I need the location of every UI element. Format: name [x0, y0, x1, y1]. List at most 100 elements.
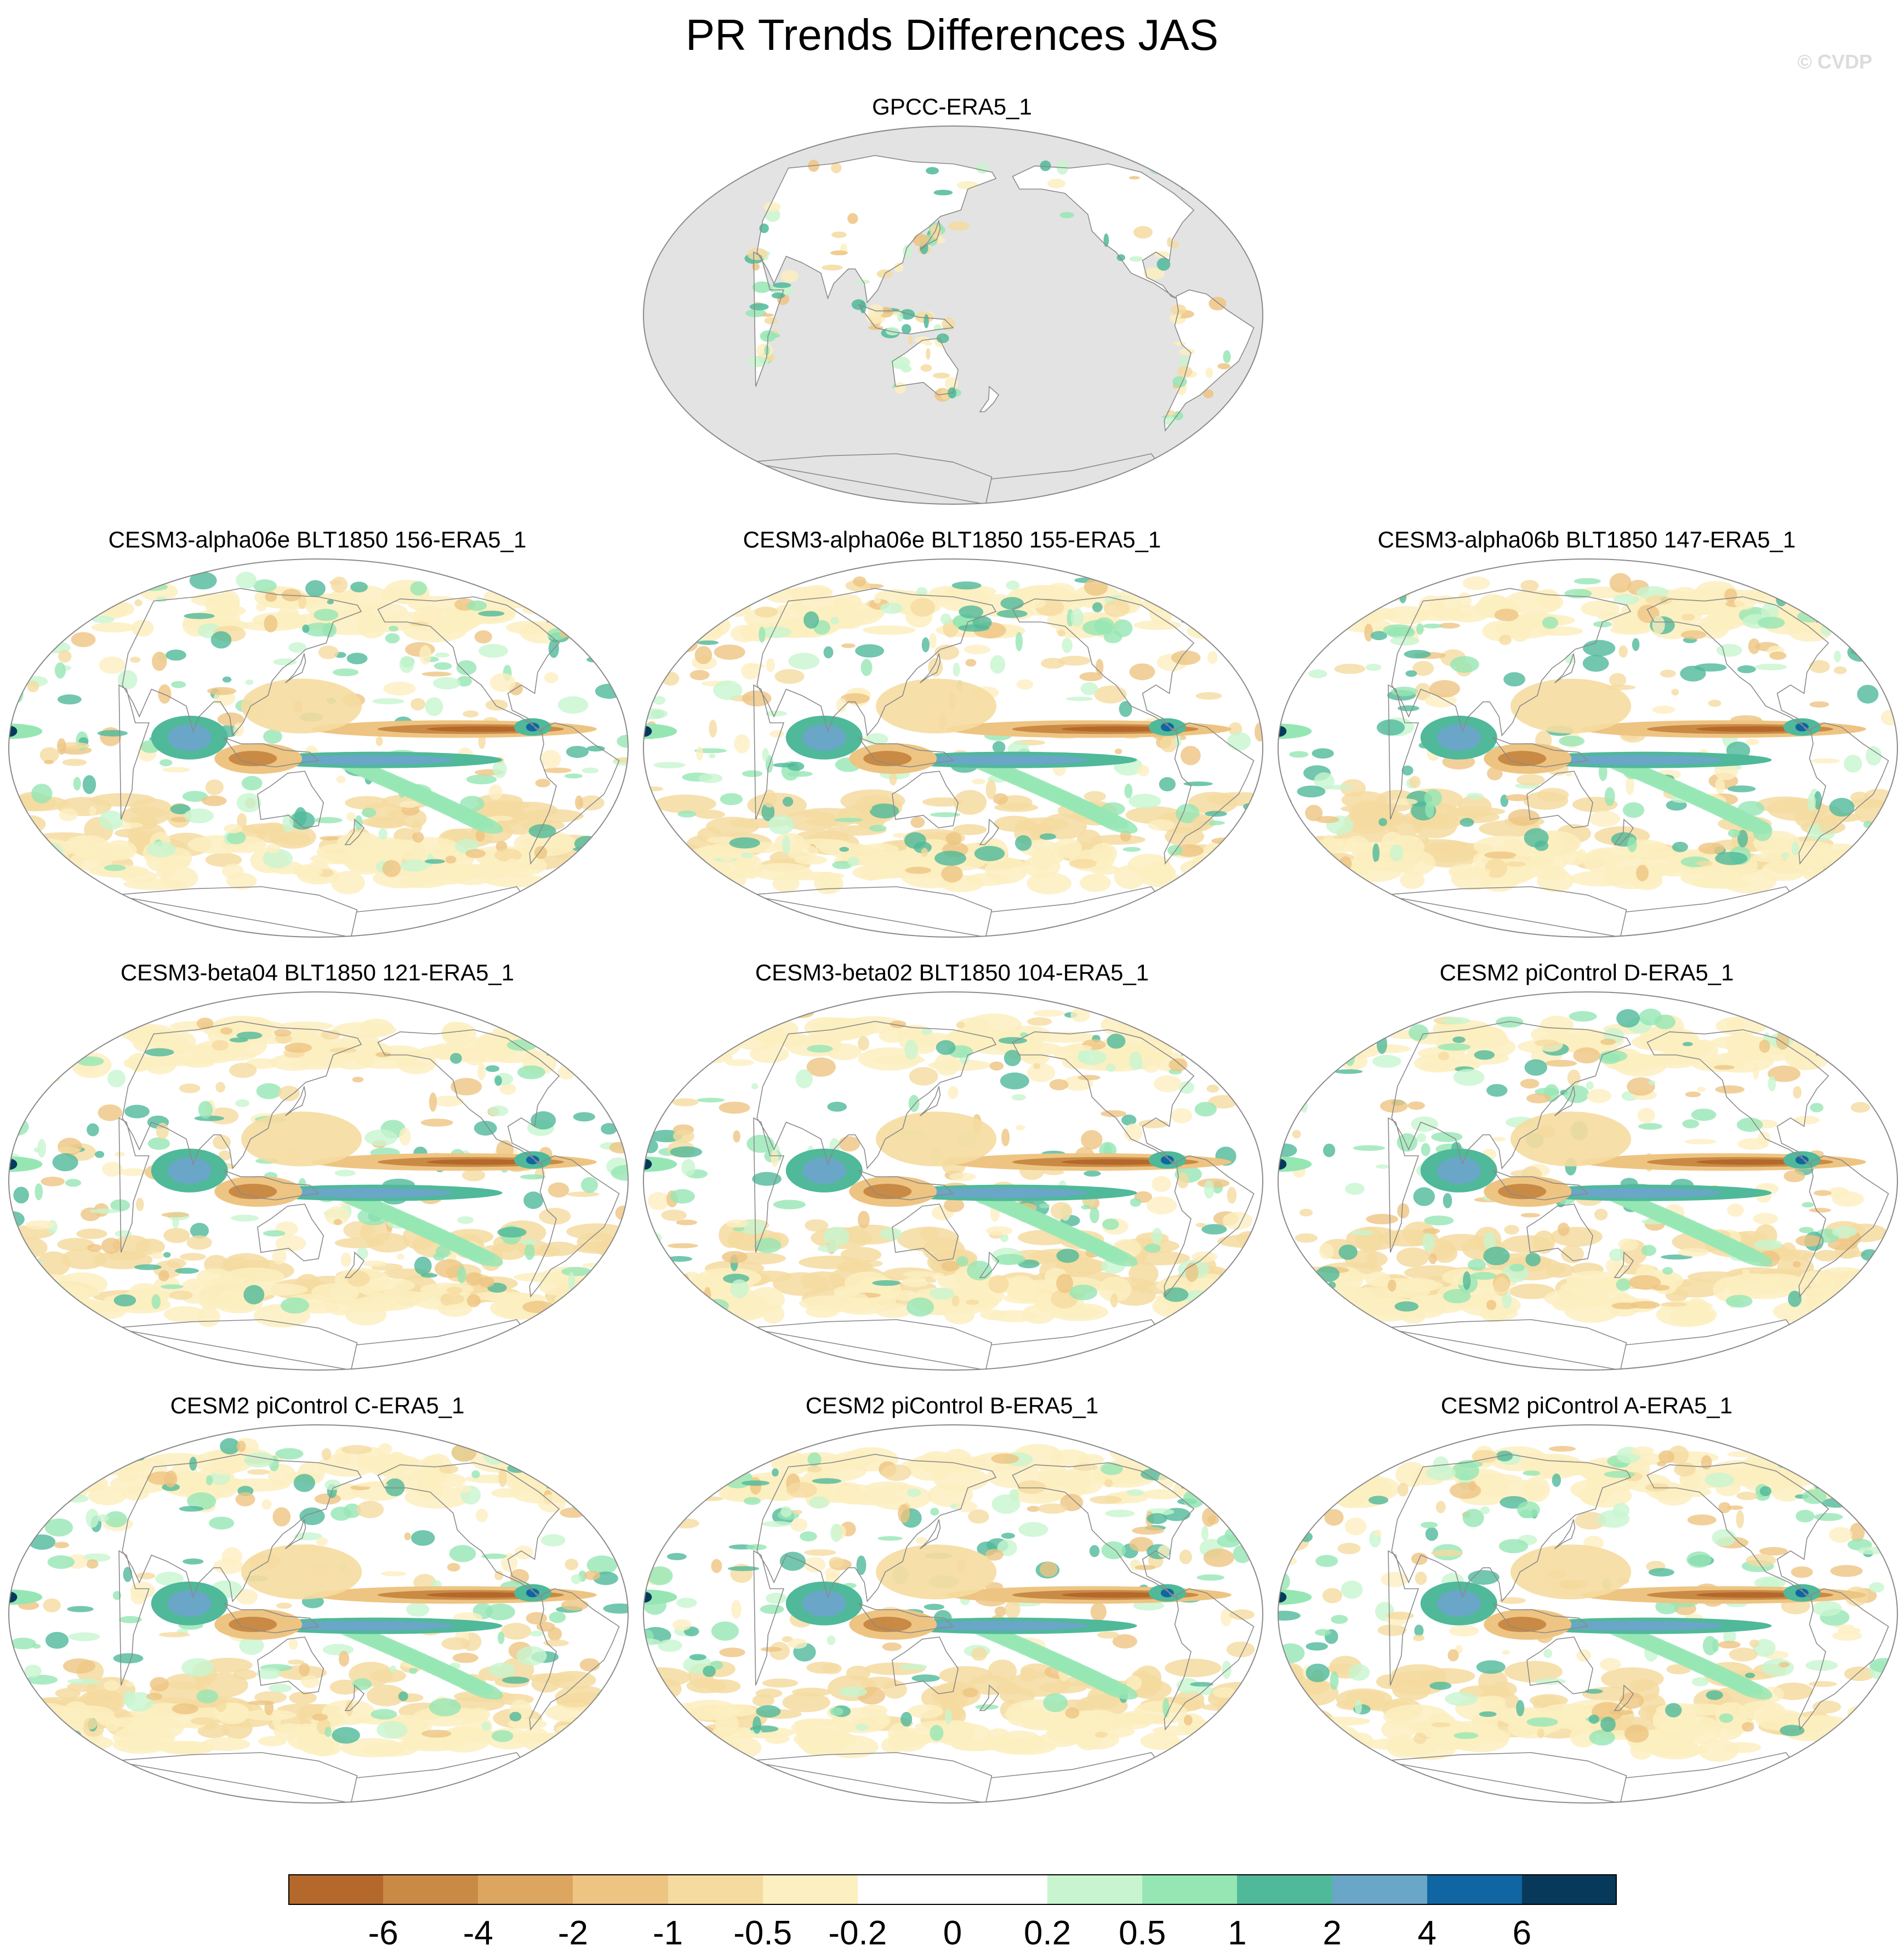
- anomaly-patch: [549, 1452, 558, 1461]
- anomaly-patch: [882, 1464, 911, 1481]
- anomaly-patch: [273, 658, 297, 666]
- anomaly-patch: [378, 1443, 392, 1455]
- anomaly-patch: [740, 852, 753, 858]
- anomaly-patch: [1096, 813, 1138, 834]
- anomaly-patch: [913, 233, 928, 247]
- anomaly-patch: [714, 644, 745, 660]
- anomaly-patch: [1680, 630, 1707, 640]
- coastline: [1388, 1117, 1420, 1253]
- anomaly-patch: [1194, 1102, 1217, 1117]
- anomaly-patch: [1080, 682, 1098, 695]
- anomaly-patch: [804, 1549, 836, 1556]
- anomaly-patch: [1295, 1233, 1318, 1243]
- coastline: [1798, 1155, 1889, 1298]
- anomaly-patch: [989, 1061, 1004, 1071]
- anomaly-patch: [231, 1214, 259, 1222]
- anomaly-patch: [1049, 1079, 1069, 1091]
- anomaly-patch: [1822, 1498, 1851, 1508]
- panel-title: CESM3-beta02 BLT1850 104-ERA5_1: [755, 960, 1149, 985]
- anomaly-patch: [1429, 1253, 1437, 1264]
- anomaly-patch: [1184, 1464, 1214, 1476]
- anomaly-patch: [485, 1604, 515, 1621]
- anomaly-patch: [753, 1716, 761, 1734]
- anomaly-patch: [1785, 585, 1830, 603]
- anomaly-patch: [461, 1246, 503, 1267]
- anomaly-patch: [1342, 609, 1384, 621]
- anomaly-patch: [699, 1496, 723, 1502]
- anomaly-patch: [1412, 660, 1434, 676]
- anomaly-patch: [1857, 684, 1879, 704]
- anomaly-patch: [13, 1237, 48, 1258]
- anomaly-patch: [1171, 650, 1201, 665]
- anomaly-patch: [409, 1667, 418, 1674]
- anomaly-patch: [313, 817, 343, 824]
- anomaly-patch: [37, 1139, 47, 1158]
- anomaly-patch: [942, 317, 955, 331]
- anomaly-patch: [1313, 1294, 1372, 1321]
- anomaly-patch: [224, 824, 243, 834]
- anomaly-patch: [697, 1098, 725, 1103]
- anomaly-patch: [440, 1293, 453, 1306]
- anomaly-patch: [130, 798, 172, 818]
- anomaly-patch: [989, 1310, 1037, 1322]
- anomaly-patch: [1405, 670, 1417, 677]
- anomaly-patch: [1705, 1473, 1735, 1487]
- anomaly-patch: [665, 1729, 706, 1740]
- anomaly-patch: [1322, 1492, 1368, 1505]
- anomaly-patch: [1719, 1713, 1734, 1723]
- equatorial-wet-band: [1547, 1188, 1723, 1198]
- coastline: [1492, 737, 1589, 768]
- anomaly-patch: [1129, 1537, 1154, 1552]
- anomaly-patch: [1462, 576, 1490, 590]
- anomaly-patch: [471, 1470, 480, 1479]
- anomaly-patch: [1502, 1650, 1510, 1655]
- anomaly-patch: [774, 669, 805, 684]
- anomaly-patch: [314, 1493, 341, 1505]
- anomaly-patch: [1196, 182, 1205, 187]
- anomaly-patch: [839, 847, 849, 852]
- anomaly-patch: [439, 1464, 459, 1474]
- anomaly-patch: [1208, 1095, 1238, 1109]
- anomaly-patch: [1203, 389, 1214, 398]
- anomaly-patch: [1715, 852, 1748, 865]
- itcz-dry-core: [426, 1592, 537, 1598]
- anomaly-patch: [822, 264, 843, 271]
- anomaly-patch: [1289, 751, 1309, 758]
- anomaly-patch: [385, 633, 400, 644]
- anomaly-patch: [1863, 789, 1893, 804]
- anomaly-patch: [62, 758, 87, 766]
- anomaly-patch: [894, 382, 906, 394]
- anomaly-patch: [1353, 592, 1390, 604]
- anomaly-patch: [705, 1035, 741, 1057]
- coastline: [979, 818, 1000, 846]
- coastline: [1646, 1462, 1829, 1598]
- map-frame: [8, 558, 629, 938]
- anomaly-patch: [765, 208, 780, 222]
- anomaly-patch: [287, 1659, 304, 1665]
- anomaly-patch: [359, 615, 396, 627]
- anomaly-patch: [766, 1593, 787, 1604]
- anomaly-patch: [1374, 1529, 1382, 1537]
- anomaly-patch: [182, 791, 208, 802]
- map-frame: [643, 991, 1263, 1371]
- anomaly-patch: [1388, 1279, 1396, 1292]
- anomaly-patch: [191, 593, 232, 607]
- anomaly-patch: [742, 1480, 770, 1486]
- anomaly-patch: [586, 1555, 618, 1575]
- anomaly-patch: [1694, 876, 1723, 888]
- anomaly-patch: [560, 1698, 591, 1708]
- anomaly-patch: [806, 1057, 836, 1077]
- anomaly-patch: [1142, 1056, 1160, 1073]
- anomaly-patch: [792, 587, 803, 607]
- anomaly-patch: [76, 1056, 104, 1066]
- anomaly-patch: [1289, 1704, 1320, 1714]
- anomaly-patch: [475, 829, 485, 842]
- anomaly-patch: [836, 1482, 862, 1497]
- anomaly-patch: [719, 849, 735, 861]
- anomaly-patch: [1537, 1728, 1545, 1739]
- anomaly-patch: [1133, 226, 1153, 239]
- anomaly-patch: [497, 1226, 527, 1238]
- colorbar-tick-label: -0.5: [733, 1914, 793, 1952]
- map-frame: [643, 558, 1263, 938]
- anomaly-patch: [1609, 1710, 1633, 1715]
